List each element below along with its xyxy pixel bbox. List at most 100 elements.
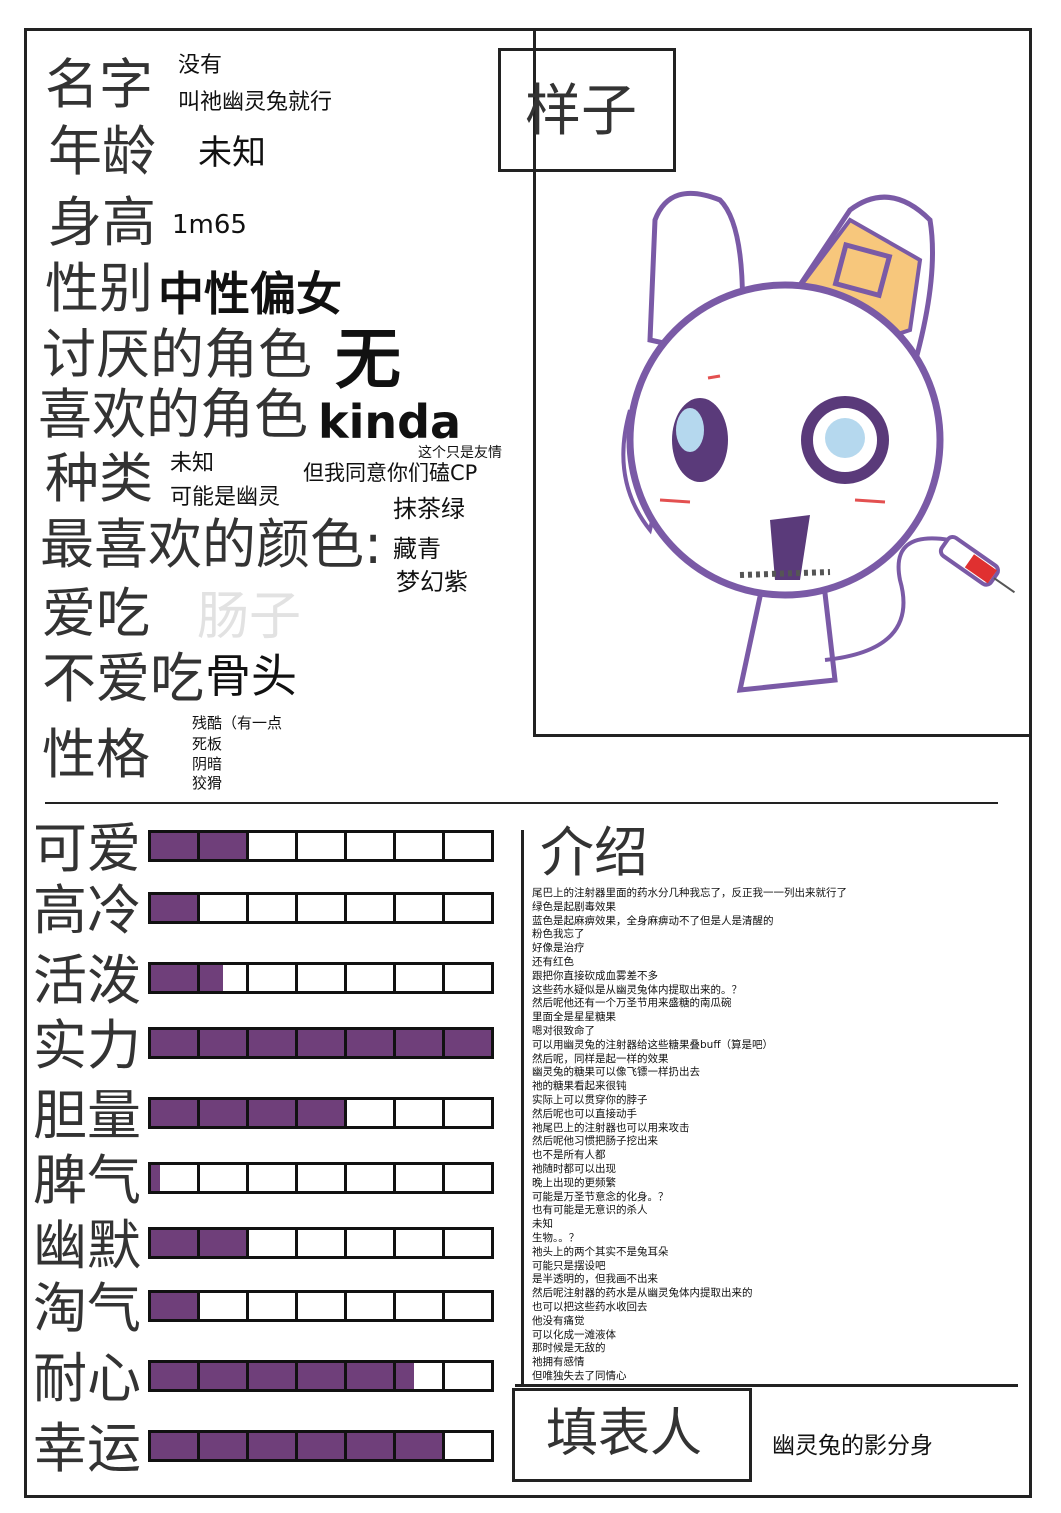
stat-bar-cell	[396, 1100, 445, 1126]
stat-bar-cell	[396, 833, 445, 859]
stat-bar-cell	[298, 1230, 347, 1256]
stat-bar-fill	[347, 1433, 393, 1459]
stat-bar	[148, 1162, 494, 1194]
liked-character-value: kinda	[318, 395, 462, 449]
stat-label: 胆量	[33, 1084, 141, 1147]
divider	[533, 734, 1031, 737]
intro-line: 祂尾巴上的注射器也可以用来攻击	[532, 1121, 690, 1134]
intro-line: 好像是治疗	[532, 942, 585, 955]
stat-bar-cell	[298, 1293, 347, 1319]
favorite-color-label: 最喜欢的颜色:	[40, 513, 383, 576]
stat-bar-cell	[249, 1165, 298, 1191]
intro-line: 这些药水疑似是从幽灵兔体内提取出来的。？	[532, 983, 742, 996]
stat-bar-fill	[151, 1363, 197, 1389]
stat-bar-cell	[298, 895, 347, 921]
intro-line: 也不是所有人都	[532, 1149, 606, 1162]
stat-bar-cell	[200, 895, 249, 921]
stat-bar-fill	[298, 1030, 344, 1056]
species-label: 种类	[45, 447, 153, 510]
stat-label: 活泼	[33, 949, 141, 1012]
syringe-icon	[938, 534, 1016, 594]
stat-bar	[148, 1430, 494, 1462]
right-eye-inner	[825, 418, 865, 458]
intro-line: 蓝色是起麻痹效果，全身麻痹动不了但是人是清醒的	[532, 914, 774, 927]
stat-bar-cell	[200, 1433, 249, 1459]
intro-line: 祂随时都可以出现	[532, 1162, 616, 1175]
stat-bar-cell	[151, 1230, 200, 1256]
stat-bar-cell	[396, 1165, 445, 1191]
personality-trait: 阴暗	[192, 755, 223, 773]
stat-label: 幽默	[33, 1214, 141, 1277]
dislikes-food-value: 骨头	[205, 649, 297, 703]
stat-bar-cell	[200, 833, 249, 859]
stat-bar-cell	[347, 1100, 396, 1126]
gender-label: 性别	[45, 257, 153, 320]
stat-bar	[148, 1097, 494, 1129]
divider	[515, 1384, 1018, 1387]
liked-character-label: 喜欢的角色	[38, 383, 308, 446]
stat-bar	[148, 830, 494, 862]
stat-bar-fill	[151, 895, 197, 921]
name-value: 没有	[178, 53, 223, 78]
intro-line: 尾巴上的注射器里面的药水分几种我忘了，反正我一一列出来就行了	[532, 887, 847, 899]
stat-bar	[148, 1027, 494, 1059]
stat-bar-fill	[249, 1363, 295, 1389]
stat-bar-cell	[249, 965, 298, 991]
intro-line: 里面全是星星糖果	[532, 1011, 616, 1024]
stat-bar-cell	[298, 1100, 347, 1126]
height-value: 1m65	[172, 210, 247, 240]
intro-line: 是半透明的，但我画不出来	[532, 1273, 658, 1286]
stat-bar-cell	[347, 1293, 396, 1319]
stat-bar-fill	[298, 1433, 344, 1459]
intro-line: 祂头上的两个其实不是兔耳朵	[532, 1245, 669, 1258]
stat-bar-cell	[396, 1363, 445, 1389]
intro-title: 介绍	[540, 821, 648, 884]
name-label: 名字	[45, 53, 153, 116]
likes-food-value: 肠子	[197, 587, 302, 647]
intro-line: 可能只是摆设吧	[532, 1259, 606, 1272]
stat-bar-cell	[347, 965, 396, 991]
stat-bar-fill	[396, 1433, 442, 1459]
intro-line: 也有可能是无意识的杀人	[532, 1204, 648, 1217]
divider	[521, 830, 524, 1386]
stat-bar-cell	[396, 965, 445, 991]
stat-bar-cell	[445, 1363, 491, 1389]
stat-bar-cell	[347, 833, 396, 859]
stat-bar-cell	[200, 1030, 249, 1056]
name-value: 叫祂幽灵兔就行	[178, 90, 333, 115]
stat-bar	[148, 1360, 494, 1392]
stat-bar	[148, 1290, 494, 1322]
intro-line: 祂的糖果看起来很钝	[532, 1080, 627, 1093]
mouth	[770, 515, 810, 580]
intro-line: 然后呢也可以直接动手	[532, 1107, 637, 1120]
intro-line: 实际上可以贯穿你的脖子	[532, 1093, 648, 1106]
stat-bar-cell	[396, 895, 445, 921]
stat-bar-cell	[151, 1293, 200, 1319]
personality-label: 性格	[42, 723, 150, 786]
left-eye-shine	[676, 408, 704, 452]
stat-bar-fill	[151, 1433, 197, 1459]
intro-line: 祂拥有感情	[532, 1356, 585, 1369]
stat-bar-fill	[298, 1100, 344, 1126]
gender-value: 中性偏女	[158, 267, 342, 321]
appearance-label-box	[498, 48, 676, 172]
stat-bar-fill	[347, 1363, 393, 1389]
stat-bar-fill	[249, 1030, 295, 1056]
stat-bar-cell	[396, 1230, 445, 1256]
stat-bar-cell	[347, 1433, 396, 1459]
age-label: 年龄	[48, 120, 156, 183]
stat-bar-cell	[396, 1293, 445, 1319]
likes-food-label: 爱吃	[42, 582, 150, 645]
stat-bar-cell	[249, 1100, 298, 1126]
collar	[739, 569, 831, 578]
intro-line: 然后呢他还有一个万圣节用来盛糖的南瓜碗	[532, 997, 732, 1010]
liked-note: 但我同意你们磕CP	[303, 461, 478, 485]
disliked-character-value: 无	[335, 321, 401, 398]
stat-label: 可爱	[33, 817, 141, 880]
stat-bar-fill	[347, 1030, 393, 1056]
stat-bar-cell	[396, 1433, 445, 1459]
intro-line: 那时候是无敌的	[532, 1342, 606, 1355]
stat-bar-cell	[249, 895, 298, 921]
stat-bar-cell	[347, 895, 396, 921]
stat-bar-fill	[298, 1363, 344, 1389]
